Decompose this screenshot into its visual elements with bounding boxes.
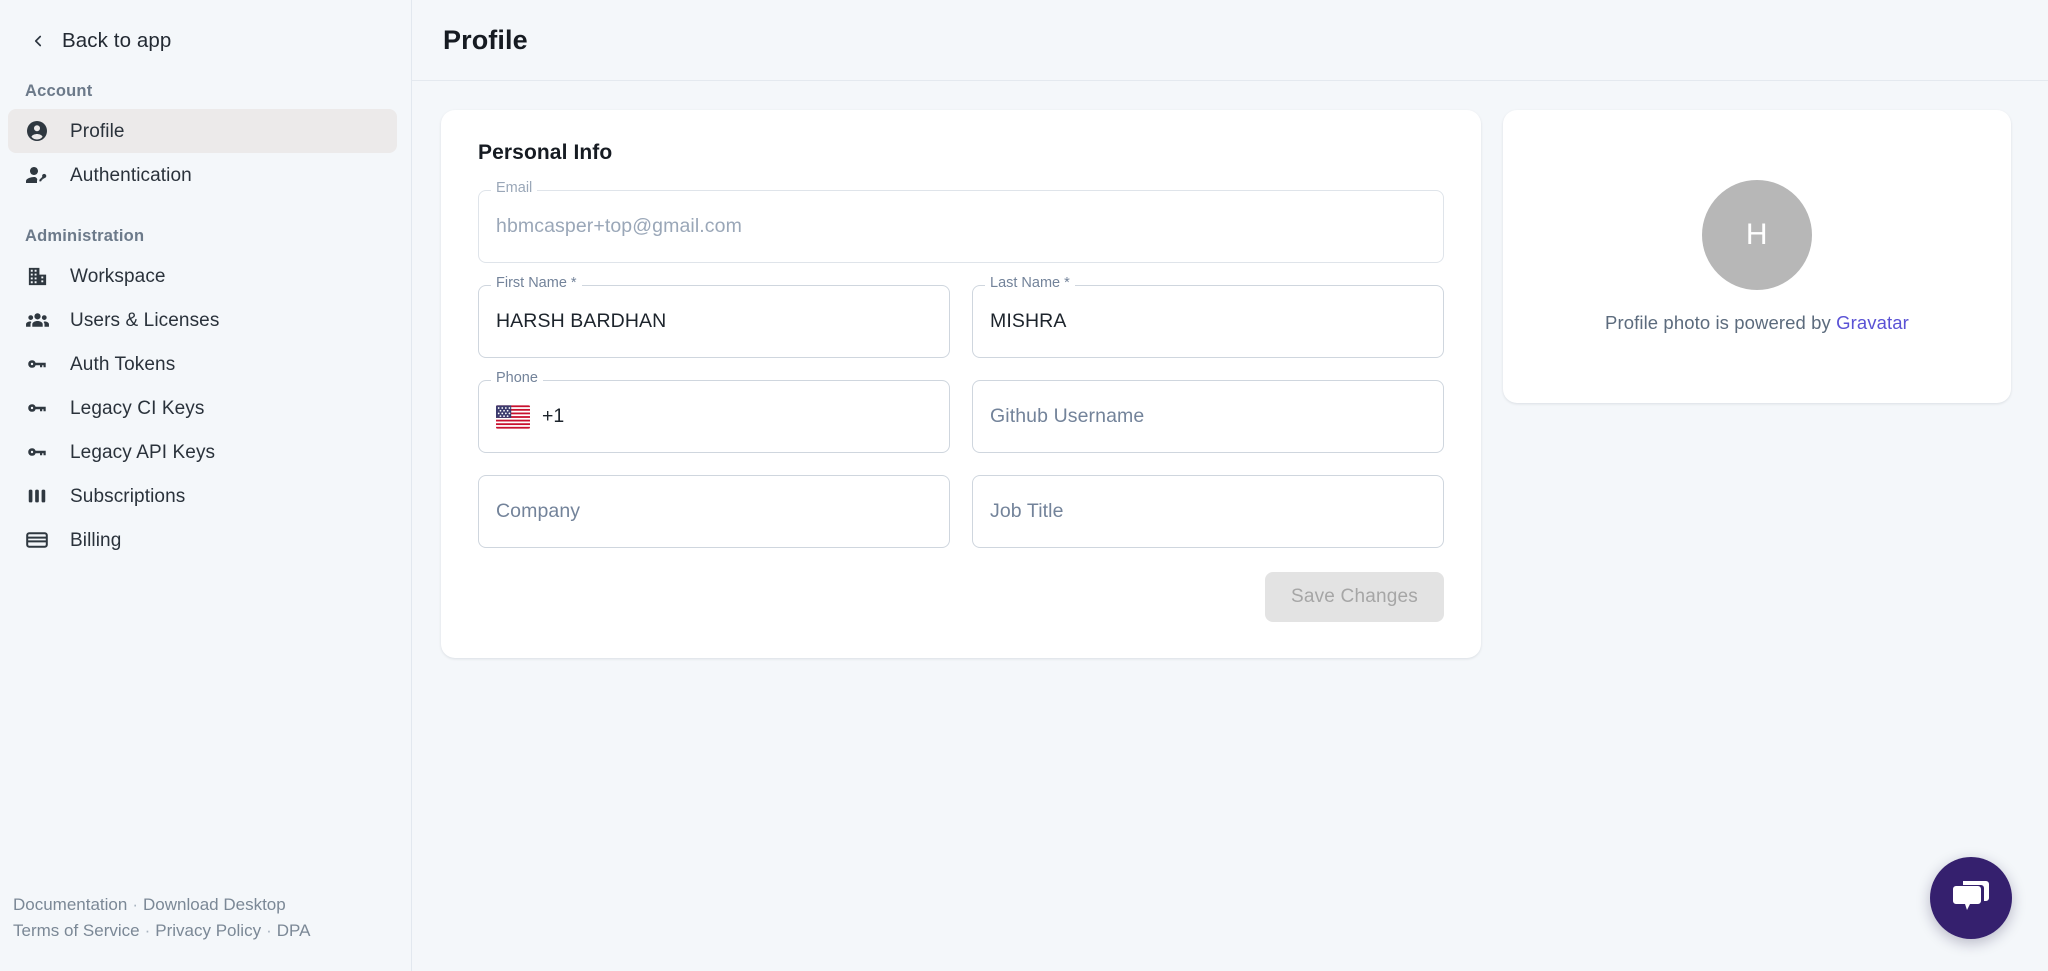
key-icon bbox=[24, 395, 50, 421]
sidebar-item-users-licenses-label: Users & Licenses bbox=[70, 309, 220, 331]
email-field[interactable]: Email bbox=[478, 181, 1444, 263]
sidebar-item-legacy-api-keys[interactable]: Legacy API Keys bbox=[8, 430, 397, 474]
us-flag-icon[interactable] bbox=[496, 404, 530, 429]
sidebar-item-subscriptions-label: Subscriptions bbox=[70, 485, 186, 507]
job-title-input[interactable] bbox=[972, 475, 1444, 548]
content-area: Personal Info Email First Name * bbox=[412, 81, 2048, 658]
last-name-field[interactable]: Last Name * bbox=[972, 276, 1444, 358]
page-title: Profile bbox=[443, 24, 528, 55]
avatar-initial: H bbox=[1745, 217, 1769, 251]
footer-separator: · bbox=[132, 895, 139, 915]
sidebar-item-workspace-label: Workspace bbox=[70, 265, 166, 287]
email-row: Email bbox=[478, 181, 1444, 263]
footer-row-primary: Documentation · Download Desktop bbox=[13, 892, 310, 918]
main-content: Profile Personal Info Email bbox=[412, 0, 2048, 971]
avatar[interactable]: H bbox=[1702, 179, 1812, 290]
name-row: First Name * Last Name * bbox=[478, 276, 1444, 358]
sidebar-item-authentication-label: Authentication bbox=[70, 164, 192, 186]
phone-github-row: Phone bbox=[478, 371, 1444, 453]
key-icon bbox=[24, 351, 50, 377]
key-icon bbox=[24, 439, 50, 465]
phone-field[interactable]: Phone bbox=[478, 371, 950, 453]
footer-link-documentation[interactable]: Documentation bbox=[13, 895, 128, 915]
back-to-app-label: Back to app bbox=[62, 28, 172, 52]
chat-widget-button[interactable] bbox=[1930, 857, 2012, 939]
bars-icon bbox=[24, 483, 50, 509]
gravatar-link[interactable]: Gravatar bbox=[1836, 311, 1909, 333]
chevron-left-icon bbox=[28, 31, 48, 51]
footer-link-download-desktop[interactable]: Download Desktop bbox=[143, 895, 286, 915]
footer-row-legal: Terms of Service · Privacy Policy · DPA bbox=[13, 918, 310, 944]
back-to-app-button[interactable]: Back to app bbox=[0, 0, 411, 56]
sidebar-item-auth-tokens[interactable]: Auth Tokens bbox=[8, 342, 397, 386]
sidebar-item-profile-label: Profile bbox=[70, 120, 125, 142]
first-name-input[interactable] bbox=[478, 285, 950, 358]
form-actions: Save Changes bbox=[478, 572, 1444, 622]
sidebar-section-administration-title: Administration bbox=[25, 227, 145, 245]
account-circle-icon bbox=[24, 118, 50, 144]
personal-info-card: Personal Info Email First Name * bbox=[441, 110, 1481, 658]
gravatar-note: Profile photo is powered by Gravatar bbox=[1605, 312, 1909, 334]
phone-dial-code: +1 bbox=[542, 405, 565, 427]
building-icon bbox=[24, 263, 50, 289]
footer-link-dpa[interactable]: DPA bbox=[276, 921, 311, 941]
company-field[interactable] bbox=[478, 475, 950, 548]
sidebar-footer: Documentation · Download Desktop Terms of … bbox=[13, 892, 310, 944]
sidebar-section-account-title: Account bbox=[25, 82, 93, 100]
github-username-input[interactable] bbox=[972, 380, 1444, 453]
sidebar-item-billing[interactable]: Billing bbox=[8, 518, 397, 562]
github-username-field[interactable] bbox=[972, 380, 1444, 453]
sidebar-item-billing-label: Billing bbox=[70, 529, 122, 551]
sidebar-item-auth-tokens-label: Auth Tokens bbox=[70, 353, 176, 375]
personal-info-title: Personal Info bbox=[478, 141, 613, 164]
sidebar-item-legacy-ci-keys[interactable]: Legacy CI Keys bbox=[8, 386, 397, 430]
company-input[interactable] bbox=[478, 475, 950, 548]
last-name-input[interactable] bbox=[972, 285, 1444, 358]
sidebar-item-legacy-ci-keys-label: Legacy CI Keys bbox=[70, 397, 205, 419]
sidebar-item-workspace[interactable]: Workspace bbox=[8, 254, 397, 298]
people-group-icon bbox=[24, 307, 50, 333]
sidebar-item-legacy-api-keys-label: Legacy API Keys bbox=[70, 441, 216, 463]
sidebar-item-authentication[interactable]: Authentication bbox=[8, 153, 397, 197]
chat-bubbles-icon bbox=[1950, 877, 1992, 920]
sidebar-item-profile[interactable]: Profile bbox=[8, 109, 397, 153]
save-changes-button[interactable]: Save Changes bbox=[1264, 572, 1444, 622]
sidebar-item-subscriptions[interactable]: Subscriptions bbox=[8, 474, 397, 518]
footer-separator: · bbox=[144, 921, 151, 941]
phone-field-inner[interactable]: +1 bbox=[478, 380, 950, 453]
first-name-field[interactable]: First Name * bbox=[478, 276, 950, 358]
profile-photo-card: H Profile photo is powered by Gravatar bbox=[1503, 110, 2011, 403]
job-title-field[interactable] bbox=[972, 475, 1444, 548]
credit-card-icon bbox=[24, 527, 50, 553]
company-jobtitle-row bbox=[478, 475, 1444, 548]
footer-separator: · bbox=[266, 921, 272, 941]
gravatar-note-text: Profile photo is powered by bbox=[1605, 311, 1837, 333]
footer-link-privacy-policy[interactable]: Privacy Policy bbox=[155, 921, 262, 941]
email-input[interactable] bbox=[478, 190, 1444, 263]
footer-link-terms-of-service[interactable]: Terms of Service bbox=[13, 921, 140, 941]
person-key-icon bbox=[24, 162, 50, 188]
sidebar: Back to app Account Profile Authenticati… bbox=[0, 0, 412, 971]
page-header: Profile bbox=[412, 0, 2048, 81]
phone-field-label: Phone bbox=[491, 371, 543, 386]
sidebar-item-users-licenses[interactable]: Users & Licenses bbox=[8, 298, 397, 342]
